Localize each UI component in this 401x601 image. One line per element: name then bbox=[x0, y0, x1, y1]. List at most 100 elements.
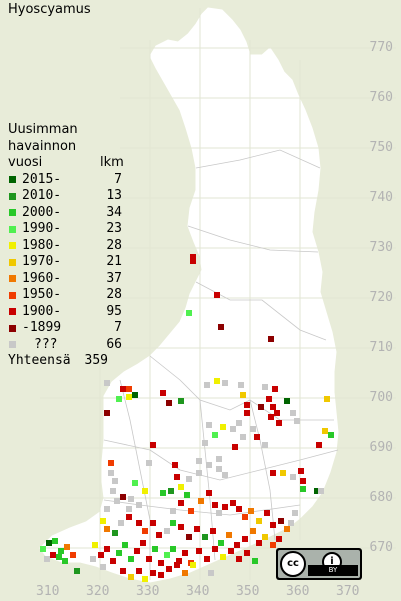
legend-year-label: 2000- bbox=[22, 204, 62, 220]
observation-square bbox=[244, 550, 250, 556]
legend-swatch bbox=[9, 192, 16, 200]
observation-square bbox=[108, 470, 114, 476]
observation-square bbox=[216, 456, 222, 462]
observation-square bbox=[262, 534, 268, 540]
legend-row: 2000- 34 bbox=[8, 205, 122, 222]
legend-swatch bbox=[9, 225, 16, 233]
observation-square bbox=[216, 466, 222, 472]
legend-year-label: 1960- bbox=[22, 270, 62, 286]
observation-square bbox=[166, 400, 172, 406]
observation-square bbox=[194, 526, 200, 532]
observation-square bbox=[284, 526, 290, 532]
observation-square bbox=[186, 310, 192, 316]
observation-square bbox=[204, 556, 210, 562]
legend-count: 13 bbox=[106, 188, 122, 203]
observation-square bbox=[142, 528, 148, 534]
observation-square bbox=[250, 426, 256, 432]
x-tick-label: 370 bbox=[336, 584, 360, 599]
x-tick-label: 320 bbox=[86, 584, 110, 599]
observation-square bbox=[132, 392, 138, 398]
cc-by-license-badge[interactable]: cc i BY bbox=[276, 548, 362, 580]
observation-square bbox=[290, 410, 296, 416]
observation-square bbox=[220, 424, 226, 430]
observation-square bbox=[256, 540, 262, 546]
observation-square bbox=[230, 500, 236, 506]
observation-square bbox=[232, 444, 238, 450]
legend-year-header: vuosi bbox=[8, 155, 43, 170]
legend-row: 1970- 21 bbox=[8, 254, 122, 271]
observation-square bbox=[70, 552, 76, 558]
observation-square bbox=[242, 514, 248, 520]
legend-count: 37 bbox=[106, 270, 122, 286]
observation-square bbox=[58, 548, 64, 554]
observation-square bbox=[104, 506, 110, 512]
legend-swatch bbox=[9, 275, 16, 283]
map-title: Hyoscyamus bbox=[8, 2, 91, 17]
observation-square bbox=[316, 442, 322, 448]
observation-square bbox=[288, 520, 294, 526]
legend-heading-line1: Uusimman bbox=[8, 122, 78, 137]
legend-row: 2015- 7 bbox=[8, 172, 122, 189]
legend-year-label: 2010- bbox=[22, 188, 62, 203]
legend-swatch bbox=[9, 209, 16, 217]
observation-square bbox=[314, 488, 320, 494]
y-tick-label: 760 bbox=[369, 90, 393, 105]
observation-square bbox=[226, 532, 232, 538]
legend-count-header: lkm bbox=[100, 155, 124, 170]
observation-square bbox=[120, 568, 126, 574]
observation-square bbox=[236, 556, 242, 562]
observation-square bbox=[146, 460, 152, 466]
observation-square bbox=[236, 506, 242, 512]
legend-swatch bbox=[9, 176, 16, 184]
observation-square bbox=[150, 442, 156, 448]
observation-square bbox=[116, 396, 122, 402]
observation-square bbox=[114, 498, 120, 504]
observation-square bbox=[208, 570, 214, 576]
x-tick-label: 340 bbox=[186, 584, 210, 599]
legend-year-label: 2015- bbox=[22, 171, 62, 187]
observation-square bbox=[172, 462, 178, 468]
legend-year-label: 1970- bbox=[22, 254, 62, 269]
y-tick-label: 740 bbox=[369, 190, 393, 205]
legend-count: 21 bbox=[106, 254, 122, 269]
y-tick-label: 720 bbox=[369, 290, 393, 305]
observation-square bbox=[248, 508, 254, 514]
observation-square bbox=[190, 254, 196, 260]
legend-count: 34 bbox=[106, 204, 122, 220]
observation-square bbox=[264, 510, 270, 516]
observation-square bbox=[236, 420, 242, 426]
legend-swatch bbox=[9, 308, 16, 316]
observation-square bbox=[116, 550, 122, 556]
observation-square bbox=[92, 542, 98, 548]
observation-square bbox=[196, 470, 202, 476]
observation-square bbox=[244, 402, 250, 408]
observation-square bbox=[212, 432, 218, 438]
observation-square bbox=[74, 568, 80, 574]
observation-square bbox=[164, 552, 170, 558]
observation-square bbox=[270, 470, 276, 476]
observation-square bbox=[256, 518, 262, 524]
observation-square bbox=[182, 570, 188, 576]
observation-square bbox=[178, 484, 184, 490]
observation-square bbox=[274, 410, 280, 416]
legend-row: 1900- 95 bbox=[8, 304, 122, 321]
observation-square bbox=[234, 542, 240, 548]
y-tick-label: 750 bbox=[369, 140, 393, 155]
cc-icon: cc bbox=[280, 551, 306, 577]
observation-square bbox=[118, 520, 124, 526]
observation-square bbox=[104, 526, 110, 532]
observation-square bbox=[158, 572, 164, 578]
observation-square bbox=[206, 422, 212, 428]
observation-square bbox=[146, 556, 152, 562]
legend-year-label: 1900- bbox=[22, 303, 62, 319]
observation-square bbox=[168, 488, 174, 494]
legend-year-label: ??? bbox=[34, 336, 58, 352]
observation-square bbox=[240, 392, 246, 398]
observation-square bbox=[300, 478, 306, 484]
observation-square bbox=[186, 534, 192, 540]
observation-square bbox=[214, 292, 220, 298]
observation-square bbox=[176, 558, 182, 564]
observation-square bbox=[170, 520, 176, 526]
observation-square bbox=[300, 486, 306, 492]
